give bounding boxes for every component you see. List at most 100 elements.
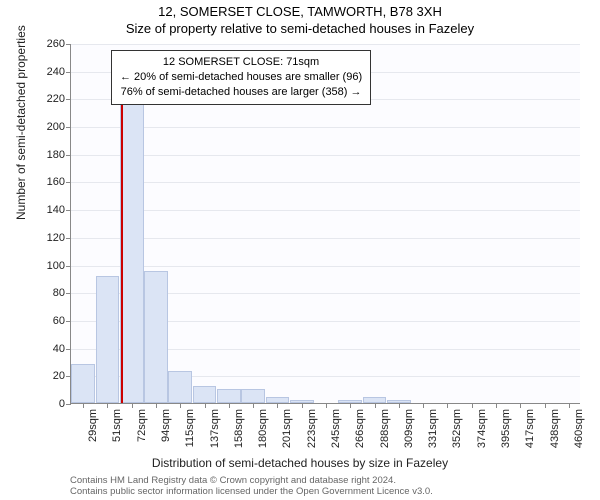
- plot-area: 02040608010012014016018020022024026029sq…: [70, 44, 580, 404]
- x-tick-mark: [302, 403, 303, 408]
- chart-title: 12, SOMERSET CLOSE, TAMWORTH, B78 3XH Si…: [0, 0, 600, 38]
- x-tick-mark: [326, 403, 327, 408]
- annotation-line-1: 12 SOMERSET CLOSE: 71sqm: [120, 55, 362, 70]
- y-tick-label: 240: [47, 66, 65, 78]
- x-tick-mark: [229, 403, 230, 408]
- gridline: [71, 182, 580, 183]
- histogram-bar: [168, 371, 192, 403]
- gridline: [71, 44, 580, 45]
- x-tick-mark: [496, 403, 497, 408]
- x-tick-label: 51sqm: [111, 409, 123, 442]
- x-tick-label: 266sqm: [354, 409, 366, 448]
- x-tick-label: 288sqm: [379, 409, 391, 448]
- y-tick-label: 260: [47, 38, 65, 50]
- histogram-bar: [193, 386, 217, 403]
- x-tick-mark: [205, 403, 206, 408]
- histogram-bar: [71, 364, 95, 403]
- y-tick-label: 120: [47, 232, 65, 244]
- y-tick-mark: [66, 266, 71, 267]
- y-tick-mark: [66, 349, 71, 350]
- y-axis-label: Number of semi-detached properties: [14, 25, 28, 220]
- x-tick-mark: [569, 403, 570, 408]
- y-tick-mark: [66, 182, 71, 183]
- x-tick-mark: [132, 403, 133, 408]
- histogram-bar: [144, 271, 168, 403]
- annotation-box: 12 SOMERSET CLOSE: 71sqm← 20% of semi-de…: [111, 50, 371, 105]
- x-tick-label: 417sqm: [524, 409, 536, 448]
- footer-line-1: Contains HM Land Registry data © Crown c…: [70, 475, 433, 486]
- y-tick-label: 100: [47, 260, 65, 272]
- x-tick-label: 94sqm: [160, 409, 172, 442]
- x-tick-mark: [253, 403, 254, 408]
- y-tick-label: 40: [53, 343, 65, 355]
- x-axis-label: Distribution of semi-detached houses by …: [0, 456, 600, 470]
- y-tick-label: 200: [47, 121, 65, 133]
- y-tick-mark: [66, 44, 71, 45]
- x-tick-mark: [107, 403, 108, 408]
- title-line-1: 12, SOMERSET CLOSE, TAMWORTH, B78 3XH: [0, 4, 600, 21]
- gridline: [71, 238, 580, 239]
- footer-line-2: Contains public sector information licen…: [70, 486, 433, 497]
- x-tick-mark: [520, 403, 521, 408]
- histogram-bar: [96, 276, 120, 403]
- x-tick-label: 395sqm: [500, 409, 512, 448]
- x-tick-label: 460sqm: [573, 409, 585, 448]
- histogram-bar: [120, 101, 144, 403]
- y-tick-mark: [66, 127, 71, 128]
- y-tick-label: 80: [53, 287, 65, 299]
- x-tick-mark: [83, 403, 84, 408]
- annotation-line-3: 76% of semi-detached houses are larger (…: [120, 85, 362, 100]
- gridline: [71, 155, 580, 156]
- y-tick-mark: [66, 404, 71, 405]
- histogram-bar: [241, 389, 265, 403]
- y-tick-mark: [66, 99, 71, 100]
- footer-attribution: Contains HM Land Registry data © Crown c…: [70, 475, 433, 498]
- y-tick-label: 160: [47, 176, 65, 188]
- x-tick-mark: [277, 403, 278, 408]
- chart-container: 12, SOMERSET CLOSE, TAMWORTH, B78 3XH Si…: [0, 0, 600, 500]
- annotation-line-2: ← 20% of semi-detached houses are smalle…: [120, 70, 362, 85]
- y-tick-label: 0: [59, 398, 65, 410]
- x-tick-label: 223sqm: [306, 409, 318, 448]
- property-marker-line: [121, 79, 123, 403]
- gridline: [71, 210, 580, 211]
- y-tick-mark: [66, 155, 71, 156]
- x-tick-label: 201sqm: [281, 409, 293, 448]
- x-tick-label: 180sqm: [257, 409, 269, 448]
- x-tick-label: 29sqm: [87, 409, 99, 442]
- y-tick-label: 20: [53, 370, 65, 382]
- x-tick-mark: [350, 403, 351, 408]
- x-tick-label: 158sqm: [233, 409, 245, 448]
- x-tick-label: 137sqm: [209, 409, 221, 448]
- x-tick-mark: [545, 403, 546, 408]
- x-tick-mark: [180, 403, 181, 408]
- y-tick-mark: [66, 72, 71, 73]
- x-tick-label: 245sqm: [330, 409, 342, 448]
- x-tick-mark: [472, 403, 473, 408]
- x-tick-mark: [423, 403, 424, 408]
- x-tick-mark: [399, 403, 400, 408]
- x-tick-label: 352sqm: [451, 409, 463, 448]
- y-tick-label: 220: [47, 93, 65, 105]
- y-tick-label: 60: [53, 315, 65, 327]
- y-tick-mark: [66, 210, 71, 211]
- x-tick-label: 438sqm: [549, 409, 561, 448]
- x-tick-label: 309sqm: [403, 409, 415, 448]
- x-tick-mark: [447, 403, 448, 408]
- y-tick-mark: [66, 321, 71, 322]
- x-tick-mark: [156, 403, 157, 408]
- y-tick-label: 140: [47, 204, 65, 216]
- x-tick-label: 374sqm: [476, 409, 488, 448]
- plot-surface: 02040608010012014016018020022024026029sq…: [70, 44, 580, 404]
- histogram-bar: [217, 389, 241, 403]
- gridline: [71, 127, 580, 128]
- gridline: [71, 266, 580, 267]
- title-line-2: Size of property relative to semi-detach…: [0, 21, 600, 38]
- x-tick-label: 331sqm: [427, 409, 439, 448]
- y-tick-mark: [66, 293, 71, 294]
- y-tick-label: 180: [47, 149, 65, 161]
- x-tick-label: 72sqm: [136, 409, 148, 442]
- x-tick-mark: [375, 403, 376, 408]
- x-tick-label: 115sqm: [184, 409, 196, 447]
- y-tick-mark: [66, 238, 71, 239]
